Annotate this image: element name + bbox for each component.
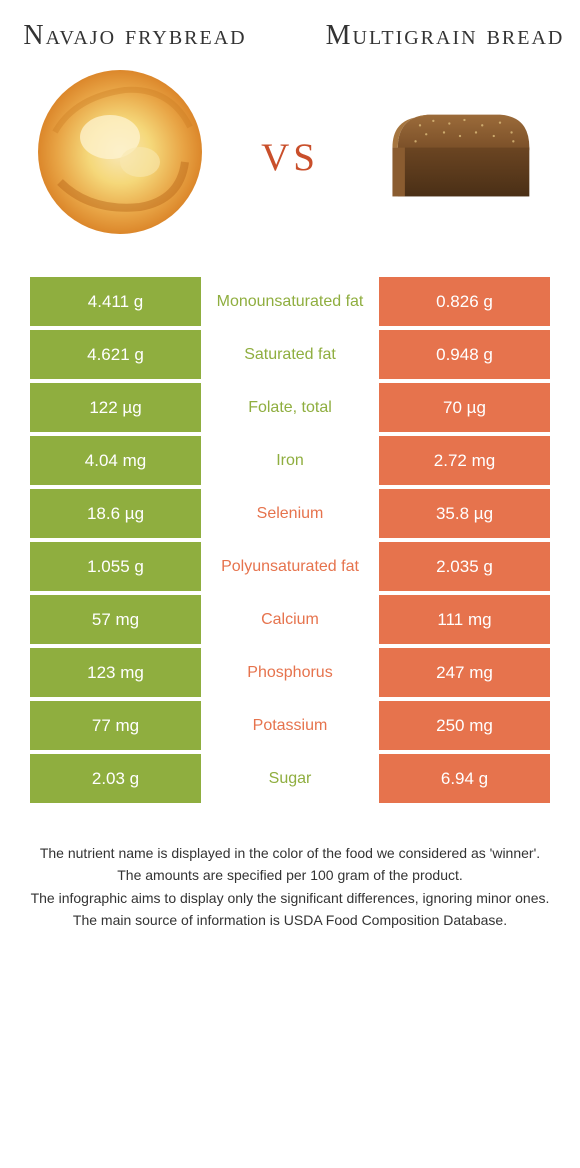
footer-line: The main source of information is USDA F… [25,910,555,930]
multigrain-image [370,62,550,242]
nutrient-name: Potassium [203,699,377,752]
footer-line: The nutrient name is displayed in the co… [25,843,555,863]
left-value: 77 mg [28,699,203,752]
table-row: 4.621 gSaturated fat0.948 g [28,328,552,381]
nutrient-name: Folate, total [203,381,377,434]
left-value: 4.621 g [28,328,203,381]
left-value: 4.411 g [28,275,203,328]
table-row: 4.411 gMonounsaturated fat0.826 g [28,275,552,328]
nutrient-table: 4.411 gMonounsaturated fat0.826 g4.621 g… [25,272,555,808]
nutrient-name: Calcium [203,593,377,646]
nutrient-name: Sugar [203,752,377,805]
right-value: 35.8 µg [377,487,552,540]
table-row: 122 µgFolate, total70 µg [28,381,552,434]
footer-line: The amounts are specified per 100 gram o… [25,865,555,885]
nutrient-name: Phosphorus [203,646,377,699]
left-value: 2.03 g [28,752,203,805]
right-value: 70 µg [377,381,552,434]
left-food-title: Navajo frybread [15,20,255,52]
table-row: 18.6 µgSelenium35.8 µg [28,487,552,540]
right-value: 0.826 g [377,275,552,328]
left-value: 1.055 g [28,540,203,593]
right-food-title: Multigrain bread [325,20,565,52]
table-row: 2.03 gSugar6.94 g [28,752,552,805]
right-value: 6.94 g [377,752,552,805]
right-value: 2.035 g [377,540,552,593]
nutrient-name: Monounsaturated fat [203,275,377,328]
table-row: 4.04 mgIron2.72 mg [28,434,552,487]
left-value: 122 µg [28,381,203,434]
table-row: 77 mgPotassium250 mg [28,699,552,752]
images-row: vs [15,62,565,242]
header: Navajo frybread Multigrain bread [15,20,565,52]
table-row: 1.055 gPolyunsaturated fat2.035 g [28,540,552,593]
nutrient-name: Polyunsaturated fat [203,540,377,593]
table-row: 123 mgPhosphorus247 mg [28,646,552,699]
right-value: 0.948 g [377,328,552,381]
nutrient-name: Saturated fat [203,328,377,381]
right-value: 2.72 mg [377,434,552,487]
footer-line: The infographic aims to display only the… [25,888,555,908]
footer-notes: The nutrient name is displayed in the co… [15,843,565,930]
left-value: 57 mg [28,593,203,646]
right-value: 250 mg [377,699,552,752]
vs-label: vs [261,120,319,184]
left-value: 123 mg [28,646,203,699]
nutrient-name: Iron [203,434,377,487]
left-value: 4.04 mg [28,434,203,487]
left-value: 18.6 µg [28,487,203,540]
table-row: 57 mgCalcium111 mg [28,593,552,646]
frybread-image [30,62,210,242]
nutrient-name: Selenium [203,487,377,540]
right-value: 111 mg [377,593,552,646]
right-value: 247 mg [377,646,552,699]
